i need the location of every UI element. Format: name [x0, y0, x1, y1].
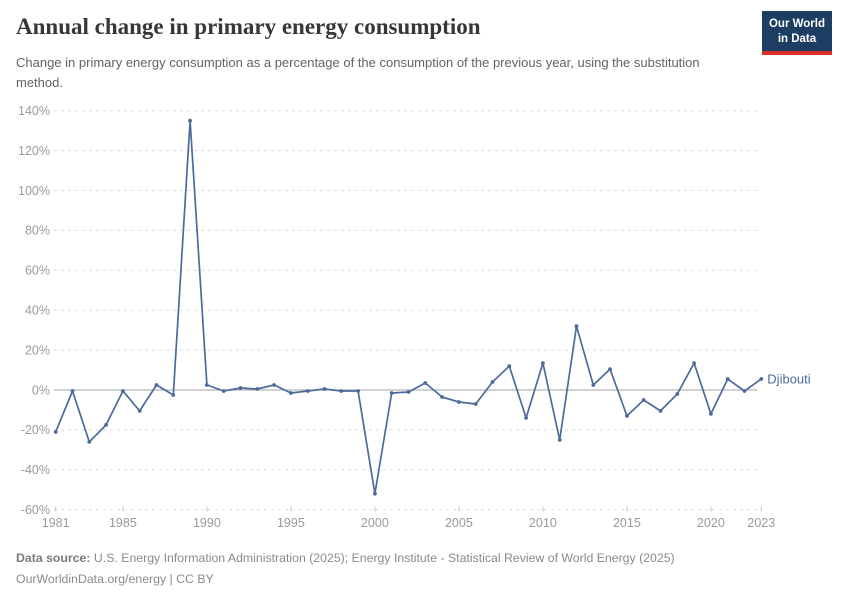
data-point[interactable] [709, 412, 713, 416]
data-point[interactable] [524, 416, 528, 420]
y-axis-label: 20% [25, 343, 50, 357]
data-point[interactable] [70, 389, 75, 393]
data-point[interactable] [389, 391, 394, 395]
line-series-djibouti[interactable]: Djibouti [53, 118, 811, 496]
data-point[interactable] [658, 409, 663, 413]
data-point[interactable] [507, 364, 512, 368]
data-point[interactable] [221, 389, 226, 393]
x-axis-label: 1981 [42, 516, 70, 530]
owid-logo[interactable]: Our World in Data [761, 11, 832, 55]
y-axis-label: 100% [18, 184, 50, 198]
y-axis-label: 120% [18, 144, 50, 158]
data-point[interactable] [339, 389, 344, 393]
data-point[interactable] [238, 386, 243, 390]
x-axis-label: 2005 [445, 516, 473, 530]
data-point[interactable] [742, 389, 747, 393]
x-axis-label: 2020 [697, 516, 725, 530]
y-axis-label: 40% [25, 304, 50, 318]
data-point[interactable] [625, 414, 629, 418]
y-axis-label: 140% [18, 104, 50, 118]
citation-line: OurWorldinData.org/energy | CC BY [16, 572, 214, 587]
x-axis-label: 1990 [193, 516, 221, 530]
data-point[interactable] [574, 324, 579, 329]
data-line[interactable] [54, 119, 762, 495]
data-point[interactable] [188, 118, 193, 123]
y-axis-labels: -60% -40% -20% 0% 20% 40% 60% 80% 100% 120% 140% [18, 104, 50, 517]
y-axis-label: 0% [32, 383, 50, 397]
y-axis-label: 80% [25, 224, 50, 238]
y-axis-label: -20% [21, 423, 50, 437]
data-point[interactable] [322, 387, 327, 391]
x-axis-label: 1995 [277, 516, 305, 530]
data-source-text: U.S. Energy Information Administration (… [90, 551, 675, 565]
data-point[interactable] [289, 391, 293, 395]
data-point[interactable] [675, 392, 680, 396]
data-point[interactable] [641, 398, 646, 402]
logo-line1: Our World [768, 18, 825, 30]
x-axis-label: 2023 [747, 516, 775, 530]
chart-title: Annual change in primary energy consumpt… [16, 14, 481, 39]
x-axis-label: 2015 [613, 516, 641, 530]
x-axis-labels: 1981 1985 1990 1995 2000 2005 2010 2015 2020 2023 [42, 516, 775, 530]
data-point[interactable] [423, 381, 428, 385]
chart-subtitle: Change in primary energy consumption as … [16, 55, 700, 90]
data-point[interactable] [255, 387, 260, 391]
data-source-line: Data source: U.S. Energy Information Adm… [16, 548, 675, 569]
entity-label: Djibouti [767, 372, 810, 387]
data-point[interactable] [137, 409, 142, 413]
data-point[interactable] [557, 438, 562, 442]
data-point[interactable] [87, 440, 92, 444]
y-axis-label: 60% [25, 264, 50, 278]
data-point[interactable] [121, 389, 125, 393]
data-point[interactable] [154, 383, 159, 387]
y-axis-label: -40% [21, 463, 50, 477]
y-axis-label: -60% [21, 503, 50, 517]
x-axis-ticks [55, 506, 762, 512]
data-point[interactable] [473, 402, 478, 406]
data-point[interactable] [104, 423, 108, 427]
data-point[interactable] [608, 367, 612, 371]
data-point[interactable] [205, 383, 209, 387]
data-point[interactable] [356, 389, 360, 393]
chart-footer: Data source: U.S. Energy Information Adm… [16, 548, 675, 590]
data-point[interactable] [272, 383, 276, 387]
data-point[interactable] [692, 361, 696, 365]
data-point[interactable] [373, 491, 377, 496]
data-point[interactable] [725, 377, 730, 381]
data-point[interactable] [171, 393, 176, 397]
data-point[interactable] [53, 430, 58, 434]
data-point[interactable] [440, 395, 444, 399]
data-point[interactable] [541, 361, 545, 365]
data-point[interactable] [591, 383, 596, 387]
data-point[interactable] [759, 377, 764, 381]
data-point[interactable] [490, 380, 495, 384]
data-source-label: Data source: [16, 551, 91, 565]
data-point[interactable] [406, 390, 411, 394]
logo-line2: in Data [777, 32, 817, 45]
y-gridlines [54, 110, 761, 511]
data-point[interactable] [305, 389, 310, 393]
data-point[interactable] [457, 400, 461, 404]
x-axis-label: 2010 [529, 516, 557, 530]
x-axis-label: 2000 [361, 516, 389, 530]
x-axis-label: 1985 [109, 516, 137, 530]
